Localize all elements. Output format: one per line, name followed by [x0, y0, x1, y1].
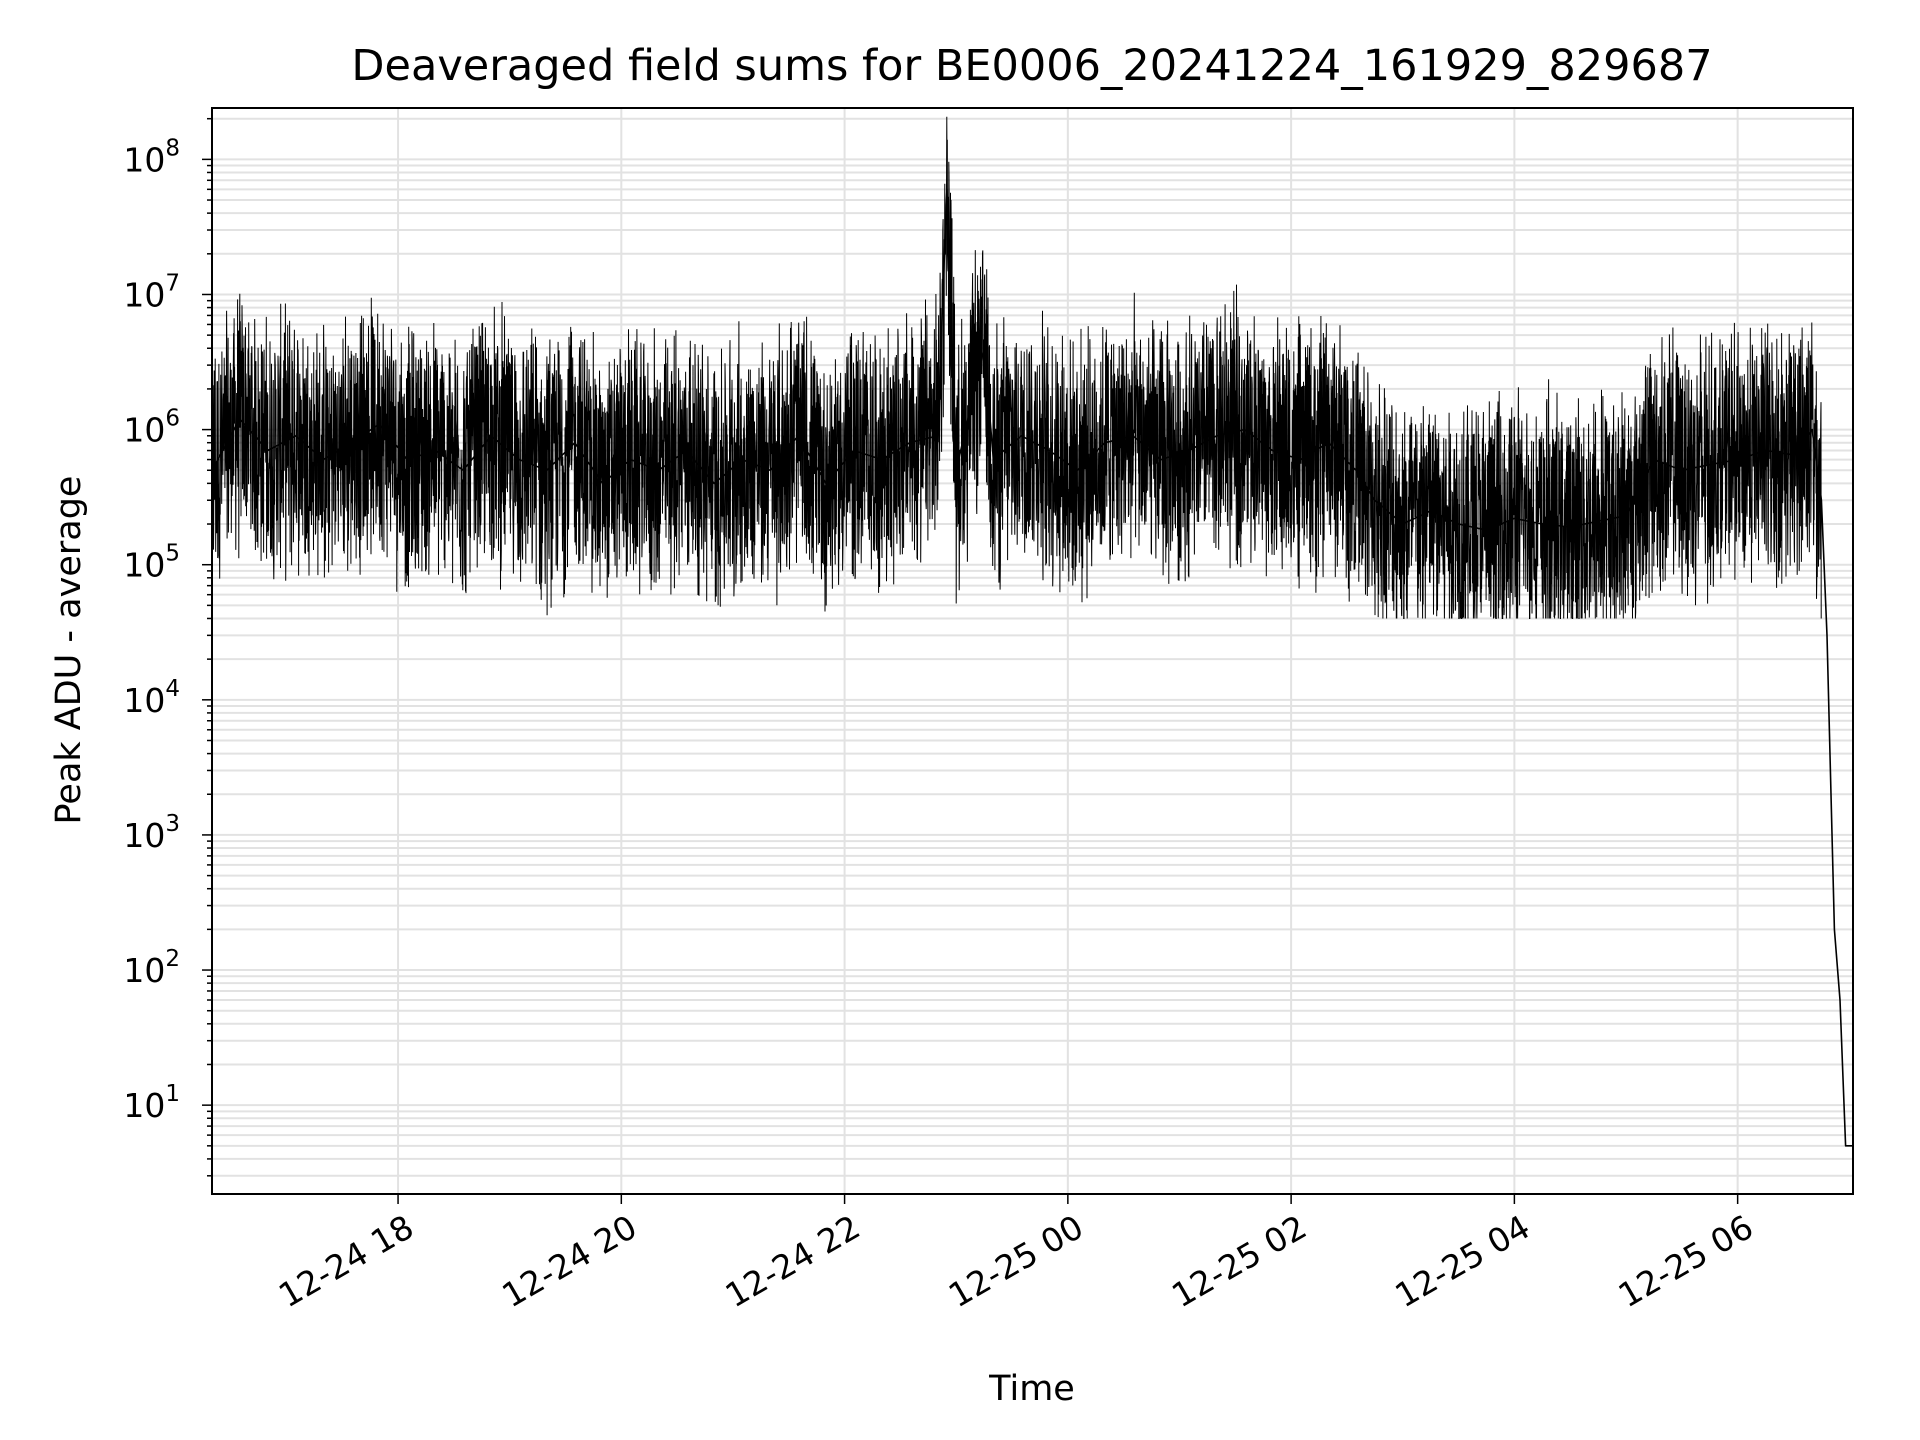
y-tick-label-exponent: 2	[165, 946, 180, 972]
x-tick-label: 12-25 06	[1612, 1207, 1760, 1315]
y-tick-label: 105	[123, 541, 180, 585]
y-tick-label-base: 10	[123, 411, 165, 450]
y-tick-label: 101	[123, 1081, 180, 1125]
x-axis: 12-24 18 12-24 20 12-24 22 12-25 00 12-25 02…	[272, 1194, 1760, 1315]
y-tick-label-base: 10	[123, 951, 165, 990]
y-tick-label: 106	[123, 406, 180, 450]
y-tick-label-exponent: 4	[165, 676, 180, 702]
y-tick-label-exponent: 8	[165, 135, 180, 161]
y-tick-label-exponent: 7	[165, 270, 180, 296]
y-tick-label-exponent: 5	[165, 541, 180, 567]
x-tick-label: 12-25 02	[1165, 1207, 1313, 1315]
y-tick-label-exponent: 6	[165, 406, 180, 432]
series-noise-path	[211, 116, 1822, 619]
y-axis-label: Peak ADU - average	[49, 476, 89, 825]
y-tick-label: 108	[123, 135, 180, 179]
y-tick-label: 104	[123, 676, 180, 720]
x-tick-label: 12-24 20	[495, 1207, 643, 1315]
y-tick-label-base: 10	[123, 681, 165, 720]
chart-title: Deaveraged field sums for BE0006_2024122…	[351, 41, 1712, 91]
y-tick-label-base: 10	[123, 140, 165, 179]
plot-frame	[211, 107, 1854, 1195]
y-tick-label-exponent: 1	[165, 1081, 180, 1107]
y-tick-label-exponent: 3	[165, 811, 180, 837]
y-tick-label-base: 10	[123, 816, 165, 855]
grid	[212, 108, 1853, 1194]
series-noise	[211, 116, 1822, 619]
y-tick-label-base: 10	[123, 546, 165, 585]
x-axis-label: Time	[988, 1369, 1075, 1409]
y-tick-label: 107	[123, 270, 180, 314]
y-tick-label-base: 10	[123, 1086, 165, 1125]
series-line	[211, 188, 1853, 1147]
x-tick-label: 12-24 18	[272, 1207, 420, 1315]
x-tick-label: 12-25 00	[942, 1207, 1090, 1315]
x-tick-label: 12-25 04	[1388, 1207, 1536, 1315]
y-tick-label-base: 10	[123, 275, 165, 314]
x-tick-label: 12-24 22	[719, 1207, 867, 1315]
y-tick-label: 103	[123, 811, 180, 855]
y-tick-label: 102	[123, 946, 180, 990]
